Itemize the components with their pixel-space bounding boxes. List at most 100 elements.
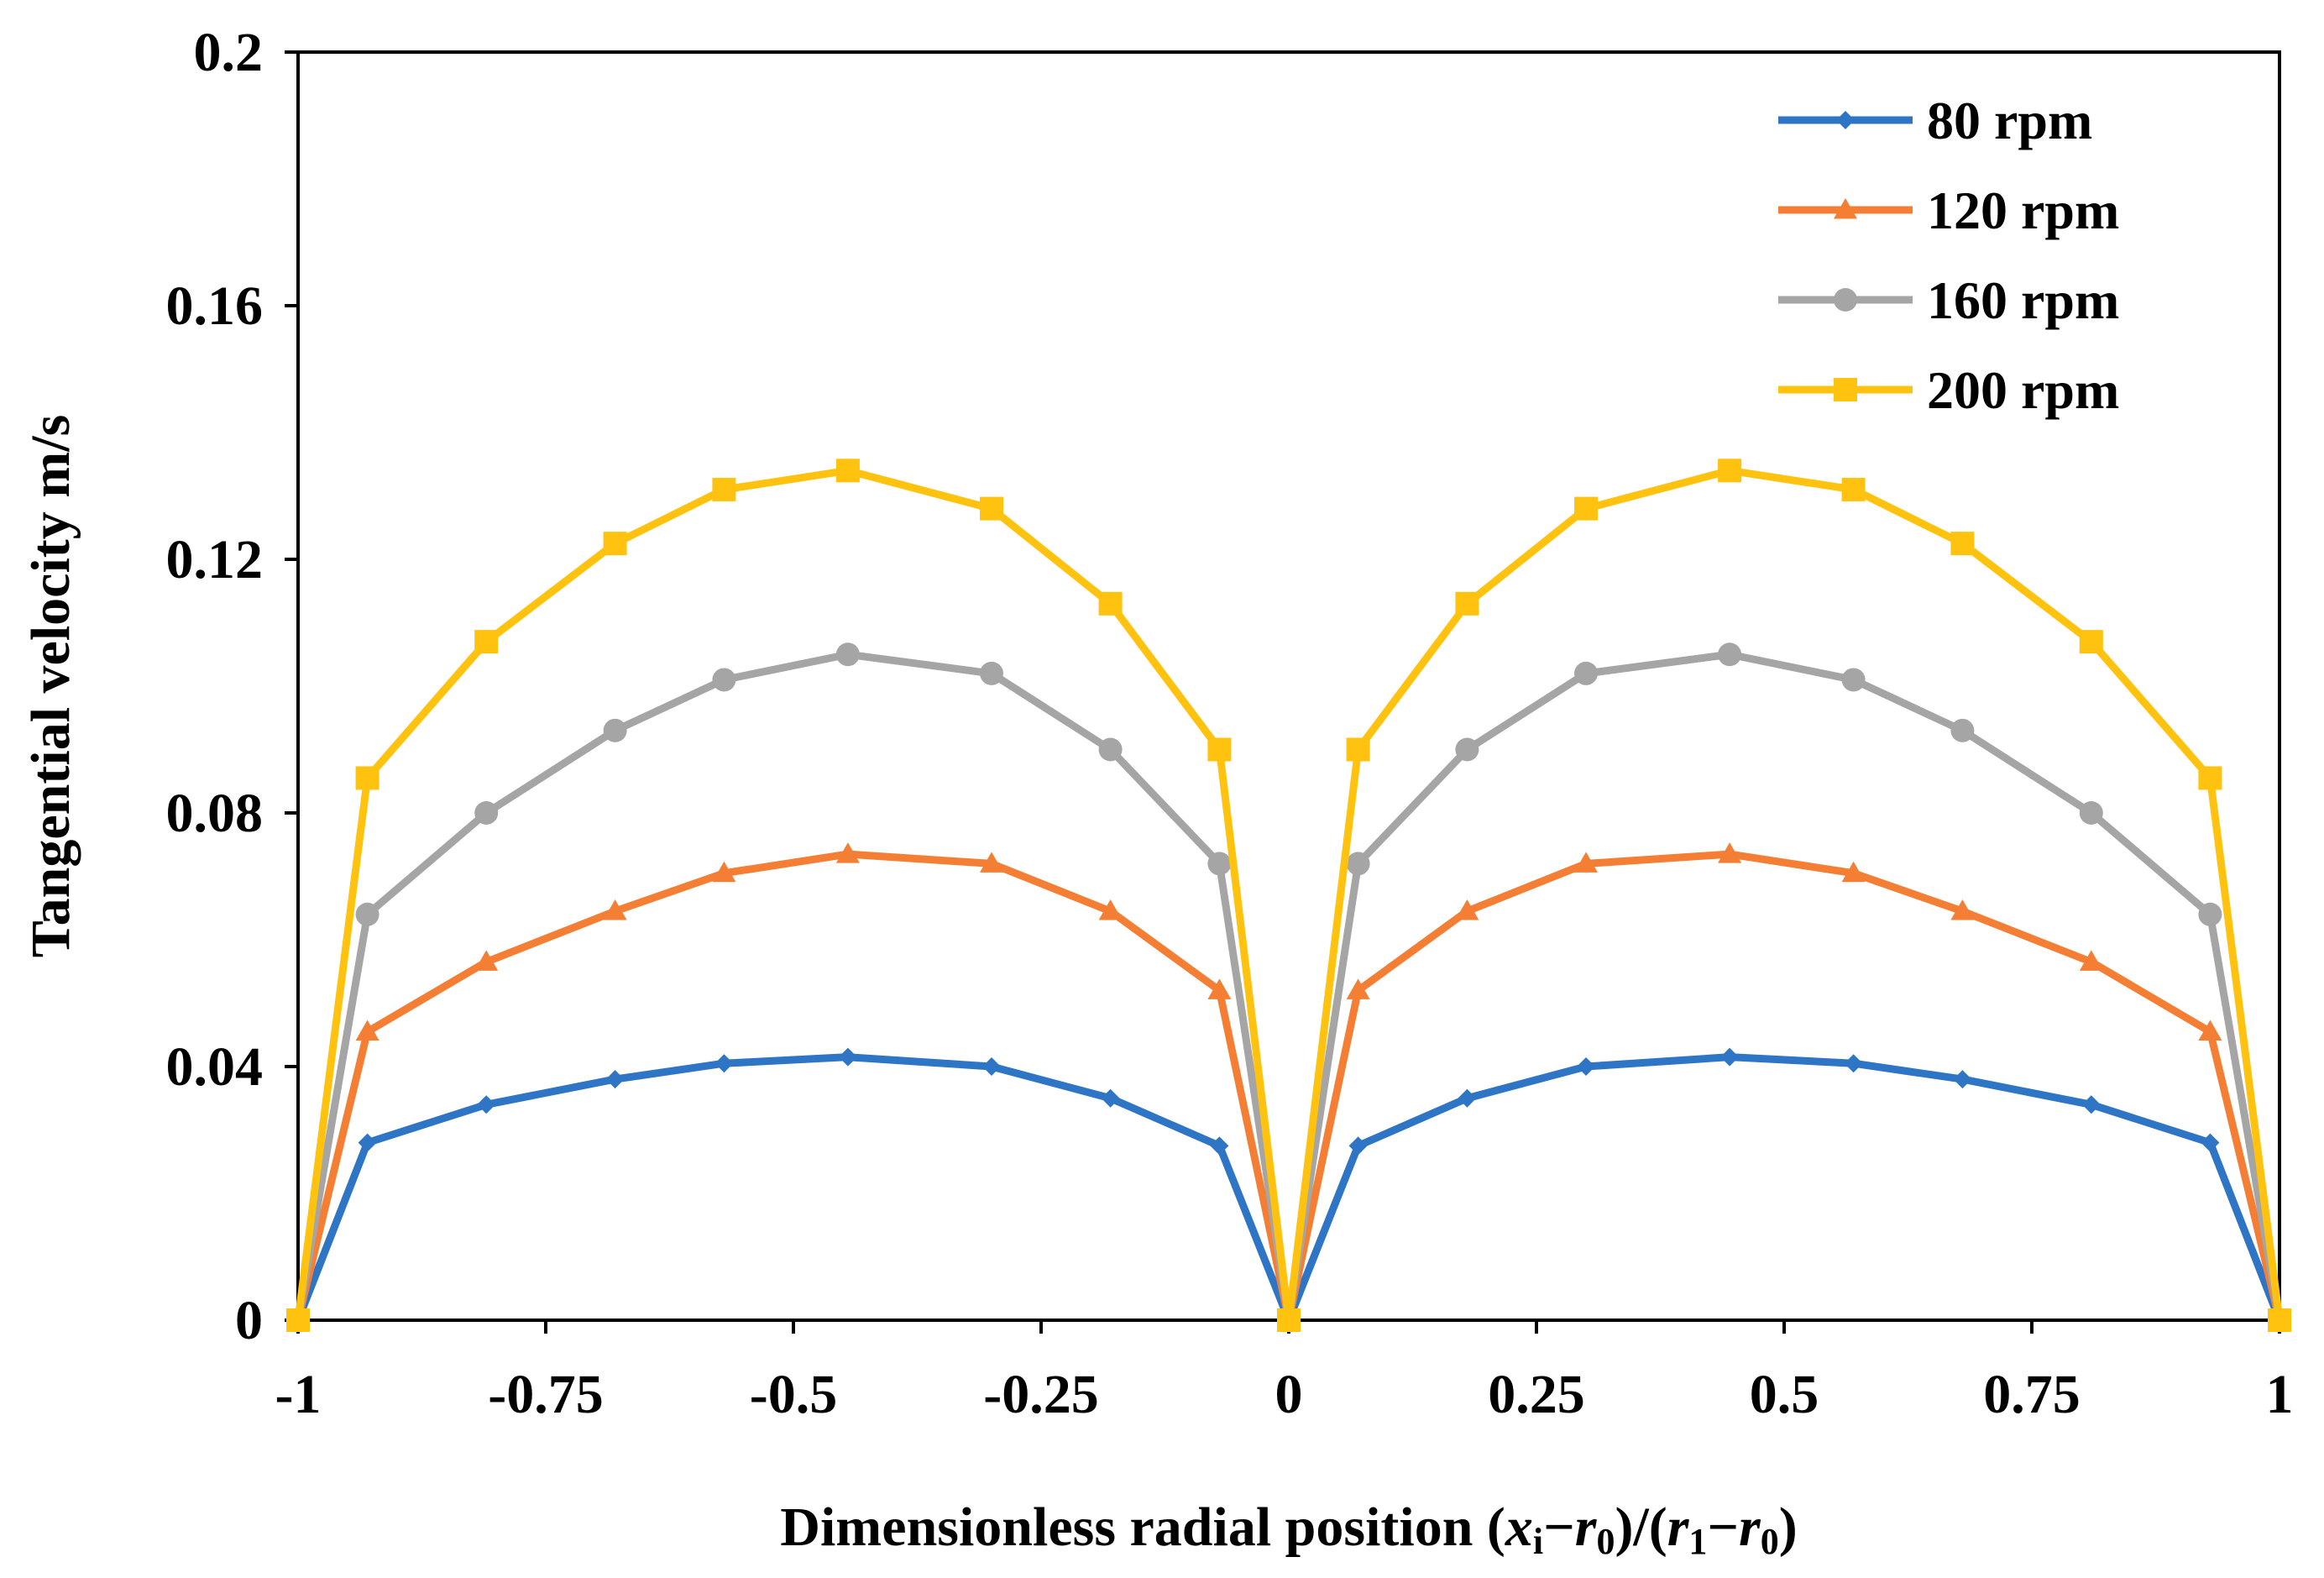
data-point (2198, 766, 2222, 790)
data-point (1950, 899, 1975, 920)
x-tick-label: 0.75 (1983, 1364, 2081, 1425)
data-point (355, 766, 379, 790)
data-point (474, 801, 499, 825)
legend-label: 200 rpm (1927, 360, 2119, 420)
data-point (838, 1047, 857, 1067)
legend: 80 rpm 120 rpm 160 rpm 200 rpm (1778, 91, 2119, 420)
data-point (1207, 852, 1232, 876)
data-point (1574, 496, 1598, 521)
x-axis-title-part: ) (1779, 1497, 1798, 1558)
data-point (2198, 902, 2222, 926)
data-point (605, 1070, 625, 1089)
data-point (835, 842, 860, 863)
y-tick-label: 0.2 (194, 22, 264, 83)
x-tick-label: 0.25 (1488, 1364, 1585, 1425)
data-point (474, 950, 499, 971)
data-point (1455, 737, 1479, 762)
data-point (603, 718, 627, 742)
data-point (2198, 1020, 2222, 1041)
data-point (2268, 1308, 2291, 1332)
legend-label: 120 rpm (1927, 181, 2119, 240)
data-point (603, 899, 627, 920)
x-tick-label: 0 (1275, 1364, 1303, 1425)
data-point (1458, 1088, 1477, 1108)
series-line (294, 850, 2284, 1324)
y-tick-label: 0.12 (166, 529, 264, 590)
y-axis-title: Tangential velocity m/s (20, 415, 81, 958)
data-point (980, 661, 1003, 685)
data-point (355, 1020, 379, 1041)
data-point (712, 477, 736, 501)
data-point (1207, 978, 1232, 999)
data-point (1277, 1308, 1301, 1332)
y-tick-label: 0.08 (166, 783, 264, 844)
data-point (1950, 718, 1975, 742)
x-axis-title-subscript: i (1533, 1521, 1543, 1562)
data-point (1346, 978, 1370, 999)
x-axis-title-part: − (1543, 1497, 1575, 1558)
x-axis-title-subscript: 1 (1688, 1521, 1707, 1562)
data-point (982, 1057, 1001, 1076)
data-point (1346, 737, 1370, 762)
x-axis-title: Dimensionless radial position (xi−r0)/(r… (780, 1497, 1797, 1562)
x-tick-label: -1 (275, 1364, 322, 1425)
data-point (2079, 801, 2103, 825)
x-axis-title-subscript: 0 (1761, 1521, 1779, 1562)
series-160-rpm (286, 642, 2291, 1332)
data-point (1844, 1054, 1863, 1073)
data-point (1841, 861, 1866, 883)
y-tick-label: 0 (235, 1290, 263, 1351)
x-tick-label: -0.5 (750, 1364, 837, 1425)
data-point (714, 1054, 734, 1073)
x-tick-label: -0.75 (488, 1364, 603, 1425)
y-tick-label: 0.04 (166, 1036, 264, 1098)
legend-marker (1836, 111, 1855, 129)
series-80-rpm (289, 1047, 2289, 1329)
legend-item: 120 rpm (1778, 181, 2119, 240)
data-point (1574, 661, 1598, 685)
data-point (355, 902, 379, 926)
legend-marker (1834, 198, 1857, 219)
data-point (1101, 1088, 1120, 1108)
data-point (477, 1095, 496, 1114)
x-axis-title-subscript: 0 (1596, 1521, 1615, 1562)
x-axis-title-part: )/( (1615, 1497, 1667, 1558)
data-point (1841, 477, 1866, 501)
data-point (1718, 842, 1742, 863)
data-point (286, 1308, 310, 1332)
series-200-rpm (286, 459, 2291, 1332)
legend-item: 200 rpm (1778, 360, 2119, 420)
data-point (980, 496, 1003, 521)
data-point (712, 861, 736, 883)
data-point (1577, 1057, 1595, 1076)
legend-label: 160 rpm (1927, 270, 2119, 330)
data-point (1098, 899, 1123, 920)
data-point (1953, 1070, 1972, 1089)
data-point (1950, 532, 1975, 556)
data-point (2201, 1133, 2220, 1152)
legend-marker (1834, 288, 1857, 312)
data-point (2079, 630, 2103, 654)
x-axis-title-part: r (1575, 1497, 1598, 1558)
x-axis-title-part: r (1739, 1497, 1761, 1558)
legend-label: 80 rpm (1927, 91, 2092, 150)
data-point (1718, 459, 1742, 483)
data-point (712, 668, 736, 692)
data-point (1720, 1047, 1740, 1067)
x-axis-title-part: x (1505, 1497, 1533, 1558)
data-point (1346, 852, 1370, 876)
series-line (294, 650, 2284, 1324)
y-tick-label: 0.16 (166, 275, 264, 337)
data-point (1455, 899, 1479, 920)
data-point (2081, 1095, 2101, 1114)
data-point (835, 642, 860, 667)
data-point (1718, 642, 1742, 667)
data-point (1098, 591, 1123, 616)
plot-frame (296, 50, 2281, 1322)
data-point (980, 852, 1003, 873)
data-point (1574, 852, 1598, 873)
data-point (603, 532, 627, 556)
x-axis-title-part: Dimensionless radial position ( (780, 1497, 1505, 1558)
